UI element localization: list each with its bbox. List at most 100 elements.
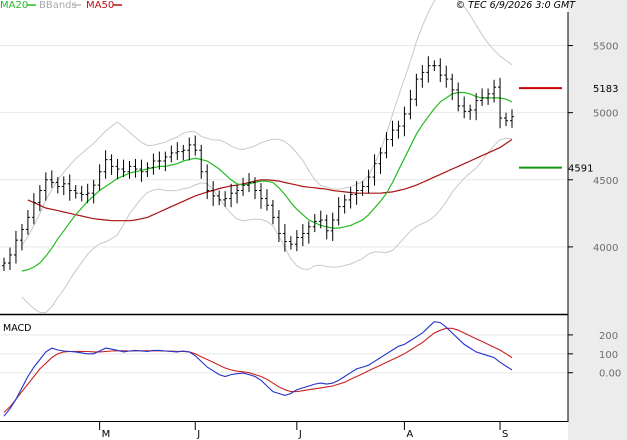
bband-upper	[21, 0, 513, 246]
price-bar	[85, 183, 90, 204]
price-bar	[109, 154, 114, 175]
price-bar	[61, 176, 66, 196]
price-bar	[145, 162, 150, 178]
price-bar	[468, 104, 473, 120]
macd-tick-label: 100	[599, 350, 618, 361]
legend-ma50-label: MA50	[86, 0, 114, 11]
price-bar	[37, 185, 42, 212]
price-bar	[253, 177, 258, 200]
price-bar	[103, 150, 108, 179]
price-bar	[300, 224, 305, 247]
price-bar	[276, 209, 281, 243]
price-bar	[205, 164, 210, 200]
price-bar	[139, 159, 144, 182]
price-bar	[306, 221, 311, 244]
price-bar	[474, 93, 479, 121]
price-bar	[492, 79, 497, 103]
price-bar	[408, 89, 413, 120]
ma20-line	[21, 91, 513, 272]
macd-tick-label: 0.00	[599, 369, 621, 380]
price-bar	[456, 82, 461, 112]
bollinger-bands	[21, 0, 513, 314]
price-bar	[241, 177, 246, 196]
price-tick-label: 4000	[593, 243, 618, 254]
date-tick-label: M	[102, 429, 111, 440]
macd-line	[3, 321, 513, 417]
price-bar	[432, 60, 437, 72]
price-bar	[67, 174, 72, 201]
price-bar	[396, 120, 401, 139]
price-bar	[420, 65, 425, 88]
price-bar	[97, 164, 102, 191]
price-bar	[372, 154, 377, 186]
date-tick-label: A	[406, 429, 413, 440]
price-bar	[13, 230, 18, 264]
macd-lines	[3, 321, 513, 417]
price-bar	[504, 112, 509, 127]
price-bar	[384, 132, 389, 159]
price-bar	[402, 106, 407, 137]
price-bar	[318, 210, 323, 229]
price-bar	[390, 120, 395, 147]
price-bar	[2, 257, 6, 272]
price-bar	[294, 230, 299, 252]
price-bar	[414, 73, 419, 107]
macd-axis-ticks: 200 100 0.00	[568, 331, 621, 380]
price-bar	[462, 96, 467, 119]
price-bar	[450, 73, 455, 101]
price-bar	[426, 56, 431, 83]
price-bar	[348, 187, 353, 209]
legend: MA20 BBands MA50	[0, 0, 122, 11]
date-tick-label: J	[298, 429, 302, 440]
price-bar	[133, 158, 138, 178]
price-bar	[510, 109, 514, 128]
price-bar	[127, 160, 132, 179]
macd-signal-line	[3, 327, 513, 413]
resistance-label: 5183	[593, 84, 618, 95]
price-bar	[193, 135, 198, 156]
price-bar	[49, 170, 54, 188]
price-bar	[486, 88, 491, 105]
copyright-text: © TEC 6/9/2026 3:0 GMT	[456, 0, 577, 11]
price-bar	[480, 88, 485, 106]
price-bar	[55, 177, 60, 194]
price-bar	[43, 172, 48, 201]
price-bar	[324, 214, 329, 240]
macd-tick-label: 200	[599, 331, 618, 342]
price-bar	[360, 181, 365, 196]
price-bar	[199, 144, 204, 179]
price-bar	[270, 199, 275, 225]
legend-bbands-label: BBands	[39, 0, 77, 11]
price-bar	[157, 151, 162, 170]
price-bar	[354, 181, 359, 205]
price-bar	[25, 209, 30, 235]
price-bar	[151, 153, 156, 175]
right-axis-panel	[568, 0, 627, 440]
macd-panel-label: MACD	[3, 323, 31, 334]
price-bar	[31, 193, 36, 225]
price-bar	[444, 65, 449, 88]
price-bar	[7, 247, 12, 270]
price-bar	[235, 185, 240, 204]
price-bar	[223, 191, 228, 207]
date-tick-label: S	[502, 429, 508, 440]
price-bar	[288, 236, 293, 250]
price-bar	[175, 142, 180, 160]
support-resistance-levels: 5183 4591	[519, 84, 618, 175]
price-bar	[378, 147, 383, 174]
bband-lower	[21, 137, 513, 314]
price-bar	[498, 77, 503, 129]
price-bar	[115, 158, 120, 180]
price-bar	[163, 151, 168, 172]
price-axis-ticks: 5500 5000 4500 4000	[568, 42, 618, 254]
price-bar	[19, 224, 24, 251]
price-tick-label: 4500	[593, 176, 618, 187]
price-bar	[121, 159, 126, 178]
price-bar	[181, 144, 186, 161]
price-bar	[211, 181, 216, 207]
price-bar	[187, 137, 192, 161]
price-bar	[438, 58, 443, 83]
price-bar	[229, 183, 234, 208]
